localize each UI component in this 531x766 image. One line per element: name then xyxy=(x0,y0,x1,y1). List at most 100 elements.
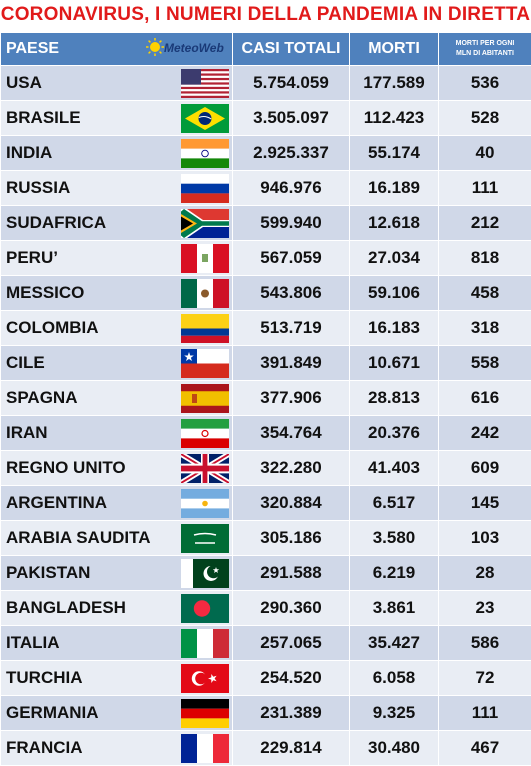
morti-per-mln-cell: 72 xyxy=(438,660,531,696)
morti-cell: 59.106 xyxy=(349,275,439,311)
table-row: REGNO UNITO 322.280 41.403 609 xyxy=(0,450,531,486)
table-row: ITALIA 257.065 35.427 586 xyxy=(0,625,531,661)
table-row: GERMANIA 231.389 9.325 111 xyxy=(0,695,531,731)
header-mln-line1: MORTI PER OGNI xyxy=(455,40,515,47)
morti-per-mln-cell: 586 xyxy=(438,625,531,661)
morti-cell: 27.034 xyxy=(349,240,439,276)
country-cell: MESSICO xyxy=(0,275,233,311)
table-row: SPAGNA 377.906 28.813 616 xyxy=(0,380,531,416)
morti-per-mln-cell: 145 xyxy=(438,485,531,521)
covid-table: PAESE MeteoWeb CASI TOTALI MORTI xyxy=(0,32,531,766)
chile-flag-icon xyxy=(181,349,229,378)
morti-per-mln-cell: 40 xyxy=(438,135,531,171)
country-cell: GERMANIA xyxy=(0,695,233,731)
country-name: ARGENTINA xyxy=(6,493,108,512)
country-cell: BRASILE xyxy=(0,100,233,136)
casi-totali-cell: 377.906 xyxy=(232,380,350,416)
table-row: MESSICO 543.806 59.106 458 xyxy=(0,275,531,311)
sun-icon xyxy=(146,38,164,56)
casi-totali-cell: 2.925.337 xyxy=(232,135,350,171)
header-morti-per-mln: MORTI PER OGNI MLN DI ABITANTI xyxy=(438,32,531,66)
header-morti: MORTI xyxy=(349,32,439,66)
country-cell: CILE xyxy=(0,345,233,381)
country-name: IRAN xyxy=(6,423,48,442)
country-name: CILE xyxy=(6,353,45,372)
saudi-arabia-flag-icon xyxy=(181,524,229,553)
country-name: SPAGNA xyxy=(6,388,78,407)
casi-totali-cell: 291.588 xyxy=(232,555,350,591)
header-row: PAESE MeteoWeb CASI TOTALI MORTI xyxy=(0,32,531,66)
casi-totali-cell: 513.719 xyxy=(232,310,350,346)
morti-per-mln-cell: 103 xyxy=(438,520,531,556)
meteoweb-logo-text: MeteoWeb xyxy=(164,41,224,55)
country-cell: REGNO UNITO xyxy=(0,450,233,486)
table-row: PERU’ 567.059 27.034 818 xyxy=(0,240,531,276)
casi-totali-cell: 354.764 xyxy=(232,415,350,451)
country-name: INDIA xyxy=(6,143,53,162)
morti-per-mln-cell: 609 xyxy=(438,450,531,486)
morti-cell: 16.183 xyxy=(349,310,439,346)
country-cell: IRAN xyxy=(0,415,233,451)
morti-per-mln-cell: 536 xyxy=(438,65,531,101)
peru-flag-icon xyxy=(181,244,229,273)
country-cell: PERU’ xyxy=(0,240,233,276)
table-row: INDIA 2.925.337 55.174 40 xyxy=(0,135,531,171)
country-name: SUDAFRICA xyxy=(6,213,107,232)
morti-per-mln-cell: 467 xyxy=(438,730,531,766)
colombia-flag-icon xyxy=(181,314,229,343)
header-paese: PAESE MeteoWeb xyxy=(0,32,233,66)
table-row: TURCHIA 254.520 6.058 72 xyxy=(0,660,531,696)
south-africa-flag-icon xyxy=(181,209,229,238)
table-row: IRAN 354.764 20.376 242 xyxy=(0,415,531,451)
morti-cell: 30.480 xyxy=(349,730,439,766)
country-cell: BANGLADESH xyxy=(0,590,233,626)
table-row: RUSSIA 946.976 16.189 111 xyxy=(0,170,531,206)
morti-per-mln-cell: 212 xyxy=(438,205,531,241)
country-cell: COLOMBIA xyxy=(0,310,233,346)
spain-flag-icon xyxy=(181,384,229,413)
morti-cell: 177.589 xyxy=(349,65,439,101)
casi-totali-cell: 391.849 xyxy=(232,345,350,381)
header-mln-line2: MLN DI ABITANTI xyxy=(456,50,514,57)
morti-per-mln-cell: 818 xyxy=(438,240,531,276)
morti-cell: 41.403 xyxy=(349,450,439,486)
country-cell: PAKISTAN xyxy=(0,555,233,591)
country-name: COLOMBIA xyxy=(6,318,99,337)
table-row: ARABIA SAUDITA 305.186 3.580 103 xyxy=(0,520,531,556)
table-row: FRANCIA 229.814 30.480 467 xyxy=(0,730,531,766)
morti-per-mln-cell: 616 xyxy=(438,380,531,416)
country-name: MESSICO xyxy=(6,283,85,302)
table-row: CILE 391.849 10.671 558 xyxy=(0,345,531,381)
brazil-flag-icon xyxy=(181,104,229,133)
country-name: ARABIA SAUDITA xyxy=(6,528,151,547)
morti-cell: 9.325 xyxy=(349,695,439,731)
morti-cell: 55.174 xyxy=(349,135,439,171)
page-title: CORONAVIRUS, I NUMERI DELLA PANDEMIA IN … xyxy=(0,4,531,25)
morti-per-mln-cell: 528 xyxy=(438,100,531,136)
morti-per-mln-cell: 23 xyxy=(438,590,531,626)
argentina-flag-icon xyxy=(181,489,229,518)
country-name: TURCHIA xyxy=(6,668,83,687)
morti-cell: 35.427 xyxy=(349,625,439,661)
iran-flag-icon xyxy=(181,419,229,448)
meteoweb-logo: MeteoWeb xyxy=(146,37,226,61)
country-cell: ITALIA xyxy=(0,625,233,661)
casi-totali-cell: 567.059 xyxy=(232,240,350,276)
country-name: PAKISTAN xyxy=(6,563,91,582)
table-row: USA 5.754.059 177.589 536 xyxy=(0,65,531,101)
country-cell: FRANCIA xyxy=(0,730,233,766)
country-name: REGNO UNITO xyxy=(6,458,126,477)
casi-totali-cell: 946.976 xyxy=(232,170,350,206)
header-casi-totali: CASI TOTALI xyxy=(232,32,350,66)
morti-per-mln-cell: 242 xyxy=(438,415,531,451)
country-cell: RUSSIA xyxy=(0,170,233,206)
casi-totali-cell: 229.814 xyxy=(232,730,350,766)
morti-per-mln-cell: 558 xyxy=(438,345,531,381)
morti-cell: 20.376 xyxy=(349,415,439,451)
country-name: FRANCIA xyxy=(6,738,83,757)
country-cell: ARGENTINA xyxy=(0,485,233,521)
table-row: SUDAFRICA 599.940 12.618 212 xyxy=(0,205,531,241)
morti-per-mln-cell: 111 xyxy=(438,695,531,731)
morti-cell: 3.861 xyxy=(349,590,439,626)
morti-per-mln-cell: 111 xyxy=(438,170,531,206)
